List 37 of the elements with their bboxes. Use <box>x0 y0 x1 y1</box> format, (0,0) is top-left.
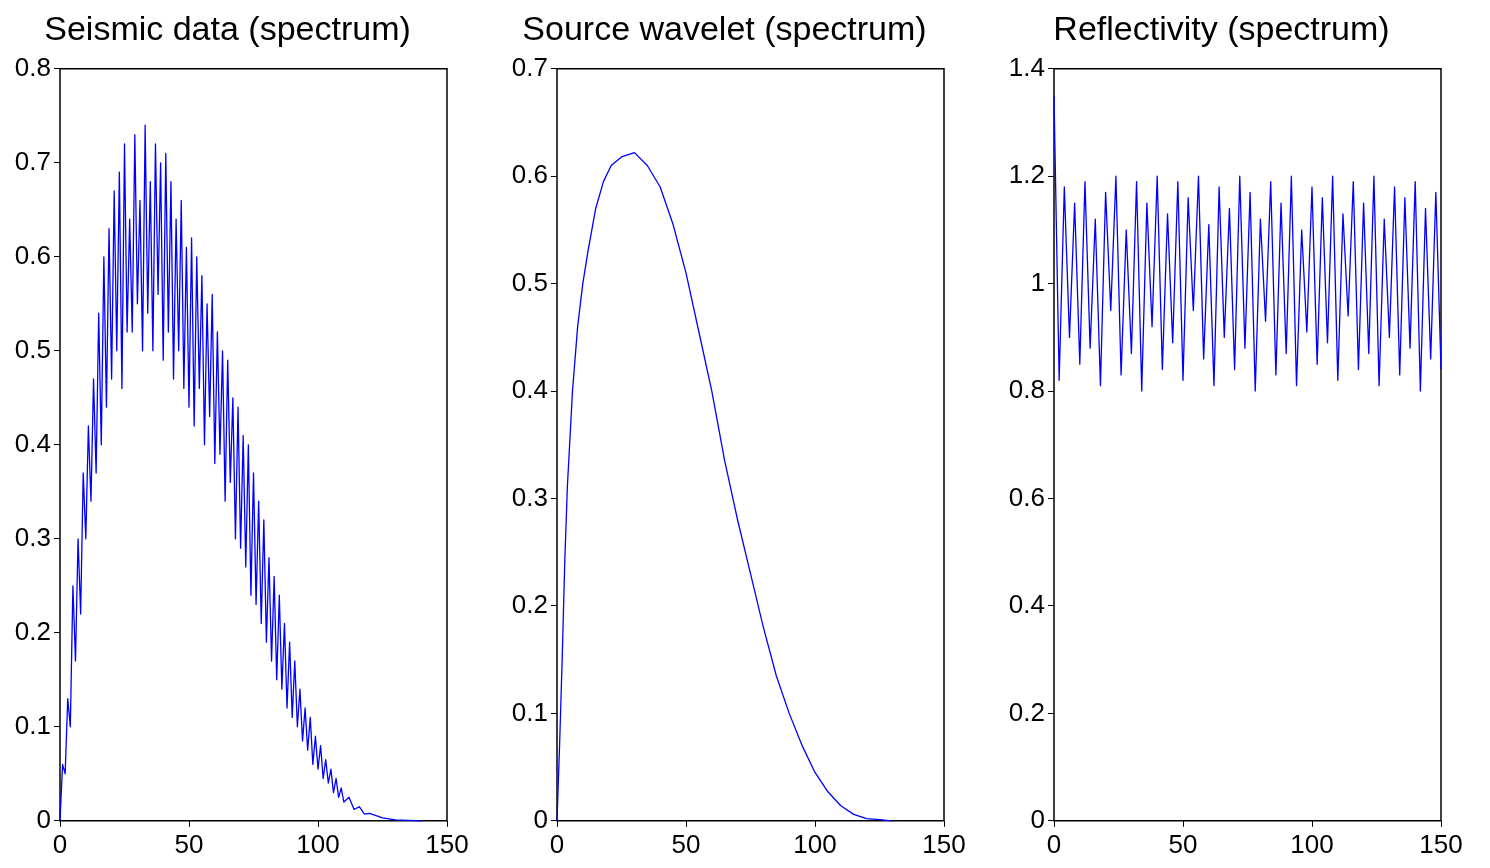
y-tick-label: 0.5 <box>14 333 51 364</box>
y-tick-label: 1.4 <box>1008 51 1045 82</box>
x-tick-label: 150 <box>1419 828 1463 859</box>
chart-title: Source wavelet (spectrum) <box>522 8 927 47</box>
y-tick-label: 0.2 <box>14 615 51 646</box>
y-tick-label: 0.6 <box>14 239 51 270</box>
y-tick-label: 0.1 <box>14 709 51 740</box>
y-tick-label: 0.3 <box>511 481 548 512</box>
y-tick-label: 0.1 <box>511 696 548 727</box>
x-tick-label: 100 <box>1290 828 1334 859</box>
y-tick-label: 0.8 <box>14 51 51 82</box>
x-tick-label: 50 <box>1168 828 1198 859</box>
y-tick-label: 0.4 <box>1008 589 1045 620</box>
y-tick-label: 0.8 <box>1008 374 1045 405</box>
y-tick-label: 1 <box>1030 266 1045 297</box>
y-tick-label: 0.2 <box>1008 696 1045 727</box>
x-tick-label: 100 <box>793 828 837 859</box>
x-tick-label: 150 <box>425 828 469 859</box>
y-tick-label: 0.2 <box>511 589 548 620</box>
y-tick-label: 0 <box>36 803 51 834</box>
x-tick-label: 100 <box>296 828 340 859</box>
y-tick-label: 0.3 <box>14 521 51 552</box>
y-tick-label: 0.4 <box>511 374 548 405</box>
y-tick-label: 0 <box>533 803 548 834</box>
chart-title: Reflectivity (spectrum) <box>1053 8 1390 47</box>
y-tick-label: 0.7 <box>14 145 51 176</box>
y-tick-label: 0.6 <box>1008 481 1045 512</box>
y-tick-label: 0 <box>1030 803 1045 834</box>
x-tick-label: 50 <box>174 828 204 859</box>
x-tick-label: 150 <box>922 828 966 859</box>
y-tick-label: 0.4 <box>14 427 51 458</box>
chart-title: Seismic data (spectrum) <box>44 8 411 47</box>
y-tick-label: 0.6 <box>511 159 548 190</box>
x-tick-label: 50 <box>671 828 701 859</box>
y-tick-label: 0.7 <box>511 51 548 82</box>
y-tick-label: 1.2 <box>1008 159 1045 190</box>
y-tick-label: 0.5 <box>511 266 548 297</box>
